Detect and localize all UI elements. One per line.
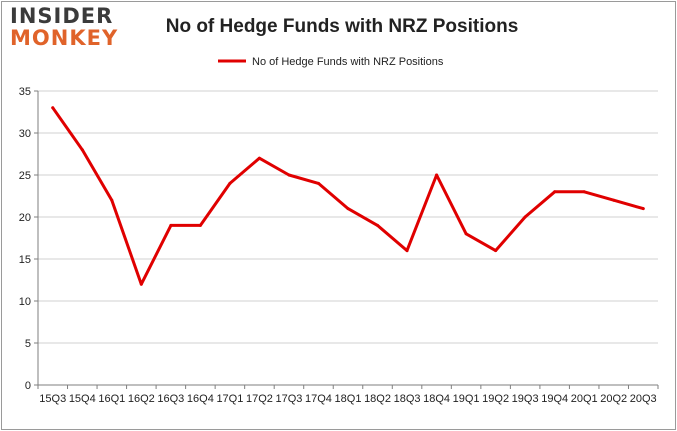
x-tick-label: 18Q3 (394, 393, 421, 405)
x-tick-label: 19Q1 (453, 393, 480, 405)
data-point (228, 181, 232, 185)
x-tick-label: 19Q2 (482, 393, 509, 405)
data-point (80, 148, 84, 152)
y-tick-labels: 0 5 10 15 20 25 30 35 (19, 86, 31, 392)
data-point (51, 106, 55, 110)
x-tick-label: 18Q2 (364, 393, 391, 405)
data-point (110, 198, 114, 202)
x-tick-label: 20Q2 (600, 393, 627, 405)
logo-line-1: INSIDER (10, 4, 114, 28)
x-tick-label: 16Q1 (98, 393, 125, 405)
x-tick-label: 15Q4 (69, 393, 96, 405)
y-tick-label: 20 (19, 212, 31, 224)
x-tick-label: 16Q3 (157, 393, 184, 405)
x-tick-label: 19Q3 (512, 393, 539, 405)
data-point (257, 156, 261, 160)
data-point (553, 190, 557, 194)
axes (34, 90, 659, 389)
data-point (641, 207, 645, 211)
data-point (494, 249, 498, 253)
x-tick-label: 20Q1 (571, 393, 598, 405)
data-point (139, 282, 143, 286)
x-tick-label: 17Q4 (305, 393, 332, 405)
y-tick-label: 0 (25, 380, 31, 392)
data-point (376, 223, 380, 227)
y-tick-label: 15 (19, 254, 31, 266)
chart-title: No of Hedge Funds with NRZ Positions (165, 16, 519, 37)
x-tick-label: 17Q3 (275, 393, 302, 405)
series-group (51, 106, 645, 286)
data-point (612, 198, 616, 202)
data-point (287, 173, 291, 177)
data-point (169, 223, 173, 227)
insider-monkey-logo: INSIDER MONKEY (10, 5, 128, 55)
y-tick-label: 30 (19, 128, 31, 140)
data-point (316, 181, 320, 185)
data-point (198, 223, 202, 227)
logo-line-2: MONKEY (10, 26, 119, 50)
legend-label: No of Hedge Funds with NRZ Positions (252, 56, 444, 68)
y-tick-label: 25 (19, 170, 31, 182)
x-tick-label: 15Q3 (39, 393, 66, 405)
data-point (435, 173, 439, 177)
data-point (405, 249, 409, 253)
x-tick-label: 19Q4 (541, 393, 568, 405)
legend: No of Hedge Funds with NRZ Positions (218, 56, 444, 68)
y-tick-label: 10 (19, 296, 31, 308)
x-tick-label: 16Q2 (128, 393, 155, 405)
data-point (464, 232, 468, 236)
grid-lines (38, 90, 658, 344)
y-tick-label: 5 (25, 338, 31, 350)
x-tick-label: 18Q1 (335, 393, 362, 405)
x-tick-label: 17Q1 (216, 393, 243, 405)
x-tick-label: 17Q2 (246, 393, 273, 405)
y-tick-label: 35 (19, 86, 31, 98)
x-tick-label: 18Q4 (423, 393, 450, 405)
x-tick-labels: 15Q3 15Q4 16Q1 16Q2 16Q3 16Q4 17Q1 17Q2 17Q3 17Q4… (39, 393, 656, 405)
data-point (346, 207, 350, 211)
data-point (582, 190, 586, 194)
x-tick-label: 20Q3 (630, 393, 657, 405)
x-tick-label: 16Q4 (187, 393, 214, 405)
series-line (51, 106, 645, 286)
data-point (523, 215, 527, 219)
